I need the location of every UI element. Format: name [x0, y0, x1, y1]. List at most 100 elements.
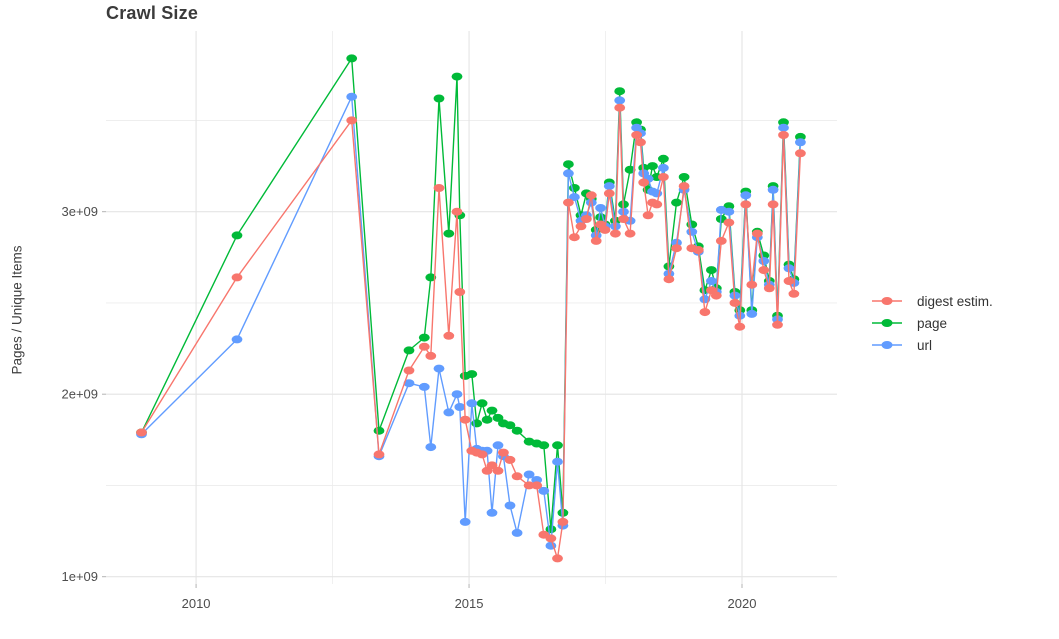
series-point-url: [563, 169, 574, 178]
series-point-digest-estim-: [231, 273, 243, 282]
series-point-digest-estim-: [710, 291, 722, 300]
x-tick-label: 2010: [182, 596, 211, 611]
series-point-url: [486, 508, 498, 517]
series-point-digest-estim-: [758, 266, 770, 275]
series-point-digest-estim-: [581, 215, 592, 223]
series-point-digest-estim-: [418, 342, 430, 351]
series-point-digest-estim-: [425, 351, 437, 360]
series-point-url: [433, 364, 445, 373]
series-point-digest-estim-: [545, 534, 557, 543]
series-point-url: [454, 403, 466, 411]
series-point-url: [614, 96, 626, 105]
series-point-digest-estim-: [346, 116, 358, 125]
series-point-url: [723, 207, 735, 216]
series-point-page: [563, 160, 574, 169]
series-point-digest-estim-: [603, 189, 615, 198]
series-point-digest-estim-: [492, 466, 504, 475]
series-point-url: [451, 390, 463, 399]
series-point-digest-estim-: [504, 455, 516, 464]
legend-label-page: page: [917, 315, 948, 331]
series-point-page: [476, 399, 488, 408]
series-point-url: [403, 379, 415, 388]
series-point-digest-estim-: [635, 138, 646, 147]
series-point-digest-estim-: [476, 450, 488, 459]
series-point-page: [433, 94, 445, 103]
x-tick-label: 2015: [455, 596, 484, 611]
series-point-url: [492, 441, 504, 450]
series-point-digest-estim-: [585, 191, 597, 200]
series-point-url: [459, 517, 471, 526]
series-point-digest-estim-: [663, 275, 675, 284]
series-line-page: [140, 57, 802, 530]
series-point-digest-estim-: [788, 289, 800, 298]
series-point-page: [403, 346, 415, 355]
series-point-url: [552, 457, 563, 466]
series-point-digest-estim-: [575, 222, 587, 231]
series-line-url: [141, 95, 802, 547]
y-tick-label: 1e+09: [61, 569, 98, 584]
series-point-page: [723, 202, 735, 211]
series-point-page: [552, 441, 563, 450]
series-point-digest-estim-: [767, 200, 779, 209]
series-point-digest-estim-: [552, 554, 563, 563]
series-point-page: [624, 165, 636, 174]
series-point-digest-estim-: [671, 244, 682, 253]
series-point-page: [595, 213, 606, 222]
series-point-digest-estim-: [599, 225, 611, 234]
series-point-digest-estim-: [403, 366, 415, 375]
series-point-url: [746, 309, 758, 318]
series-point-digest-estim-: [638, 178, 650, 187]
chart-title: Crawl Size: [106, 3, 199, 23]
series-point-digest-estim-: [610, 229, 621, 238]
series-point-url: [511, 528, 523, 537]
series-point-url: [443, 408, 455, 417]
series-point-page: [569, 184, 580, 192]
series-point-digest-estim-: [373, 450, 385, 459]
series-point-url: [569, 193, 580, 202]
series-point-url: [603, 182, 615, 191]
series-point-page: [504, 421, 516, 430]
series-point-page: [538, 441, 550, 450]
series-point-digest-estim-: [618, 215, 629, 223]
series-point-digest-estim-: [454, 288, 466, 296]
series-point-page: [471, 419, 483, 428]
legend-label-url: url: [917, 337, 933, 353]
page-legend-swatch: [872, 319, 902, 327]
legend-item-url: url: [872, 334, 993, 356]
series-point-digest-estim-: [498, 448, 509, 457]
series-point-digest-estim-: [136, 428, 147, 437]
series-point-page: [443, 229, 455, 238]
series-point-digest-estim-: [557, 517, 569, 526]
y-tick-label: 3e+09: [61, 204, 98, 219]
series-point-digest-estim-: [569, 233, 580, 242]
series-point-digest-estim-: [624, 229, 636, 238]
series-point-digest-estim-: [729, 298, 741, 307]
series-point-url: [706, 277, 717, 285]
series-point-url: [585, 198, 597, 207]
series-point-digest-estim-: [699, 308, 711, 317]
x-tick-label: 2020: [728, 596, 757, 611]
series-point-page: [486, 406, 498, 415]
series-point-page: [706, 266, 717, 275]
legend-item-page: page: [872, 312, 993, 334]
series-point-digest-estim-: [778, 131, 789, 139]
series-point-url: [778, 123, 789, 132]
series-point-digest-estim-: [433, 184, 445, 192]
series-point-url: [418, 382, 430, 391]
series-point-digest-estim-: [590, 236, 602, 245]
series-point-digest-estim-: [692, 246, 704, 254]
series-point-page: [418, 333, 430, 342]
series-point-digest-estim-: [734, 322, 746, 331]
series-point-digest-estim-: [443, 331, 455, 340]
series-point-digest-estim-: [614, 103, 626, 112]
series-point-digest-estim-: [783, 277, 795, 285]
series-point-page: [346, 54, 358, 63]
series-point-url: [686, 227, 698, 236]
series-point-url: [466, 399, 478, 408]
series-point-digest-estim-: [651, 200, 663, 209]
series-point-page: [425, 273, 437, 282]
series-point-digest-estim-: [740, 200, 752, 209]
series-point-page: [511, 426, 523, 435]
series-point-digest-estim-: [746, 280, 758, 289]
